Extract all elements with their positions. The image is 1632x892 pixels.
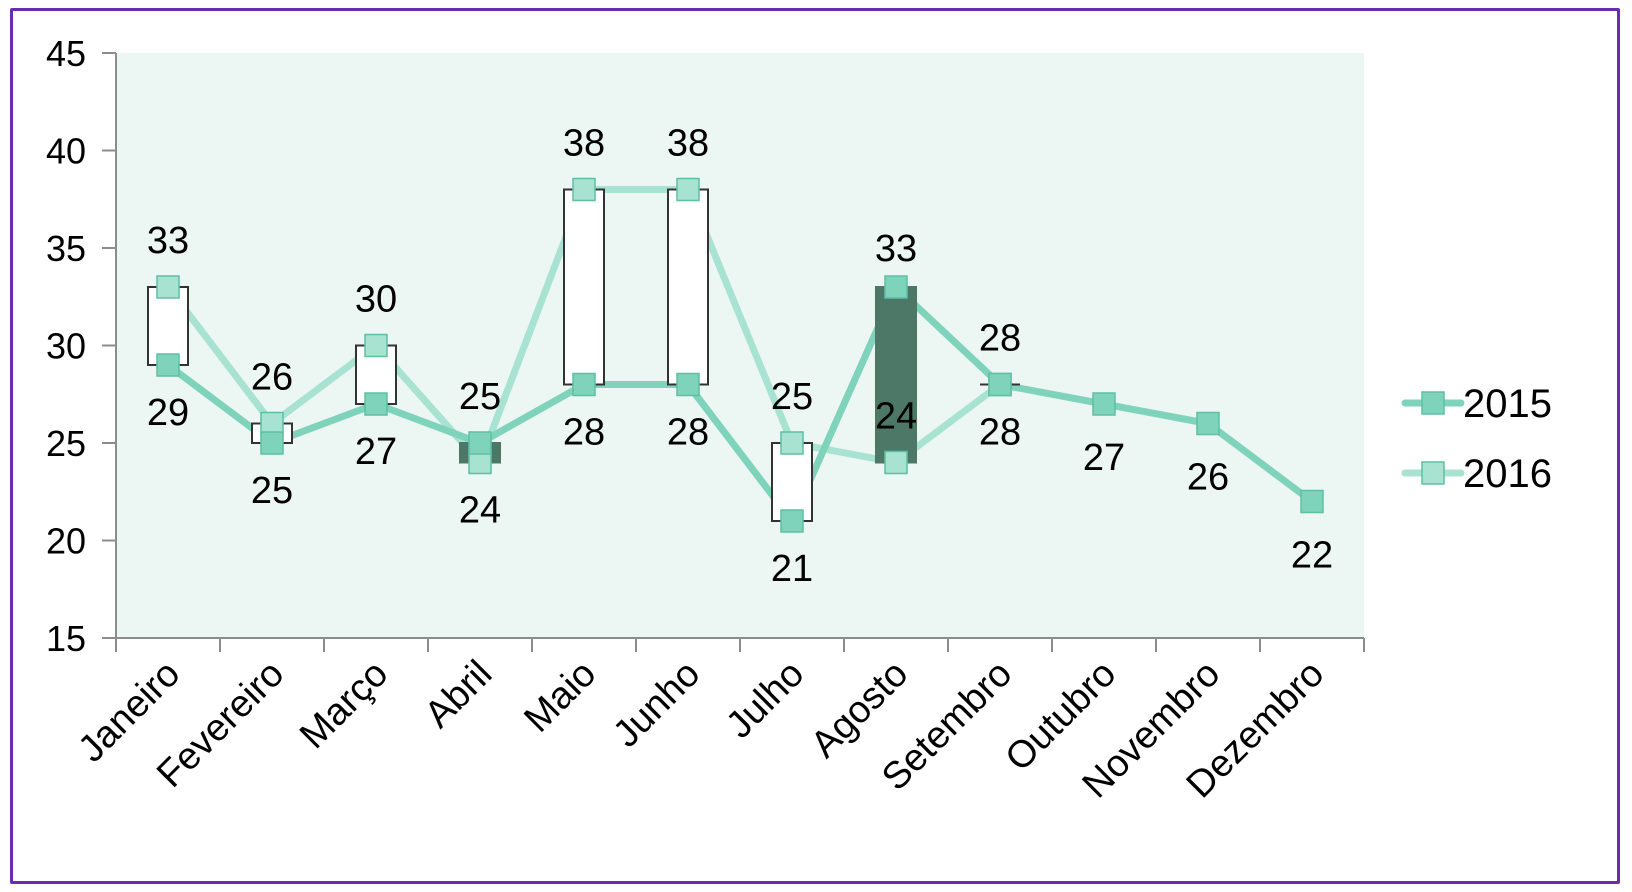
data-label-2015: 26	[1187, 457, 1229, 499]
data-labels: 33 29 26 25 30 27 25 24 38 28 38 28 25 21 33 24 28 28 27 26…	[147, 123, 1333, 591]
x-tick-label: Abril	[417, 653, 500, 736]
up-bar	[667, 188, 709, 386]
marker-2016	[260, 411, 284, 436]
series-markers	[156, 177, 1324, 533]
x-tick-label: Maio	[516, 653, 604, 741]
data-label-2016: 24	[875, 396, 917, 438]
marker-2015	[988, 372, 1012, 397]
data-label-2015: 22	[1291, 535, 1333, 577]
data-label-2015: 28	[979, 412, 1021, 454]
marker-2015	[468, 431, 492, 455]
data-label-2015: 27	[355, 431, 397, 473]
chart-frame: 15 20 25 30 35 40 45 Janeiro Fevereiro Março Abril…	[10, 8, 1620, 884]
x-tick-label: Julho	[718, 653, 812, 747]
marker-2015	[1196, 411, 1220, 436]
y-tick-label: 30	[46, 326, 86, 367]
data-label-2016: 25	[771, 376, 813, 418]
marker-2015	[1300, 489, 1324, 514]
data-label-2016: 26	[251, 357, 293, 399]
data-label-2015: 21	[771, 548, 813, 590]
data-label-2015: 27	[1083, 437, 1125, 479]
marker-2016	[884, 450, 908, 475]
marker-2015	[884, 275, 908, 299]
marker-2016	[572, 177, 596, 202]
marker-2016	[364, 333, 388, 358]
data-label-2015: 28	[563, 412, 605, 454]
marker-2015	[676, 372, 700, 397]
data-label-2016: 33	[147, 220, 189, 262]
y-tick-label: 35	[46, 228, 86, 269]
x-tick-label: Março	[292, 653, 396, 757]
data-label-2015: 25	[251, 470, 293, 512]
legend-label-2016: 2016	[1463, 452, 1552, 496]
y-tick-label: 45	[46, 33, 86, 74]
up-bar	[147, 286, 189, 366]
data-label-2016: 30	[355, 279, 397, 321]
data-label-2015: 25	[459, 376, 501, 418]
x-tick-label: Junho	[605, 653, 708, 756]
legend: 2015 2016	[1401, 382, 1552, 496]
data-label-2016: 24	[459, 490, 501, 532]
marker-2015	[364, 392, 388, 416]
y-tick-label: 25	[46, 423, 86, 464]
marker-2015	[156, 353, 180, 377]
marker-2015	[1092, 392, 1116, 416]
data-label-2016: 28	[979, 318, 1021, 360]
y-tick-label: 20	[46, 521, 86, 562]
up-bar	[563, 188, 605, 386]
marker-2015	[572, 372, 596, 397]
up-down-bars	[147, 188, 1020, 522]
marker-2015	[260, 431, 284, 455]
plot-area	[116, 53, 1364, 638]
series-line-2015	[164, 283, 1316, 525]
data-label-2015: 33	[875, 228, 917, 270]
marker-2016	[468, 450, 492, 475]
legend-marker-2016	[1421, 461, 1445, 485]
legend-label-2015: 2015	[1463, 382, 1552, 426]
y-tick-label: 15	[46, 618, 86, 659]
data-label-2015: 29	[147, 392, 189, 434]
y-tick-label: 40	[46, 131, 86, 172]
data-label-2016: 38	[667, 123, 709, 165]
marker-2016	[780, 431, 804, 455]
marker-2015	[780, 509, 804, 533]
marker-2016	[676, 177, 700, 202]
legend-marker-2015	[1421, 391, 1445, 415]
marker-2016	[156, 275, 180, 299]
down-bar	[875, 286, 917, 464]
data-label-2016: 38	[563, 123, 605, 165]
data-label-2015: 28	[667, 412, 709, 454]
